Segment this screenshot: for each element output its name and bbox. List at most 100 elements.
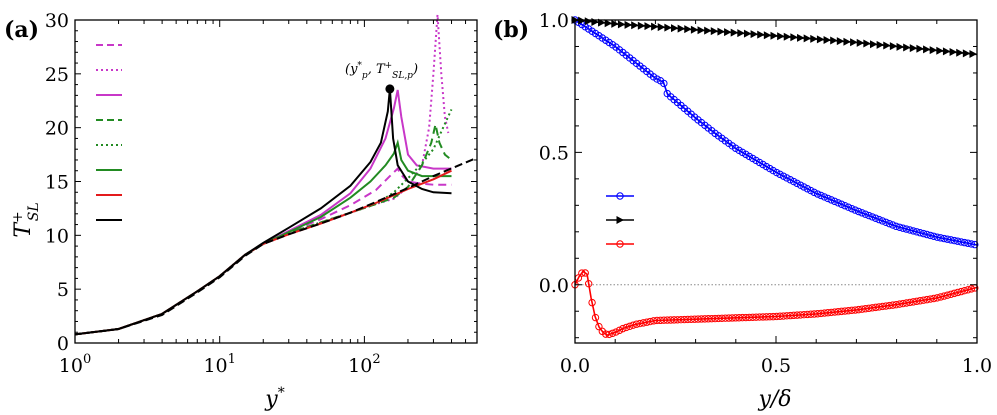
panel-b-series-2-marker — [926, 295, 935, 303]
panel-b-series-1-marker — [969, 50, 977, 59]
panel-b-series-2-marker — [919, 296, 928, 304]
panel-b-series-1-marker — [670, 24, 679, 33]
panel-b-series-2-marker — [913, 297, 921, 306]
panel-b-series-0-marker — [950, 236, 958, 245]
panel-b-series-1-marker — [790, 33, 798, 42]
panel-b-series-2-marker — [854, 305, 863, 314]
panel-b-series-2-marker — [646, 317, 654, 326]
panel-a-ytick-label: 20 — [45, 118, 69, 140]
panel-b-series-1-marker — [770, 31, 778, 40]
panel-a-peak-annotation: (y*p, T+SL,p) — [345, 61, 418, 81]
panel-b-series-1-marker — [664, 23, 672, 32]
panel-b-series-2-marker — [967, 285, 976, 293]
panel-b-series-2-marker — [954, 288, 962, 297]
panel-b-series-0-marker — [837, 200, 846, 208]
panel-a-ytick-label: 25 — [45, 64, 69, 86]
panel-b-series-1-marker — [584, 17, 593, 26]
panel-b-series-2-marker — [940, 292, 948, 300]
panel-b-series-1-marker — [684, 25, 692, 34]
panel-b-series-1-marker — [803, 34, 812, 43]
panel-b-series-2-marker — [629, 321, 637, 329]
panel-b-xtick-label: 1.0 — [962, 355, 992, 377]
panel-a-ytick-label: 15 — [45, 172, 69, 194]
panel-a-series-3 — [74, 124, 453, 336]
panel-b-series-1-marker — [830, 36, 838, 45]
panel-b-ytick-label: 0.5 — [539, 142, 569, 164]
panel-b-series-1-marker — [657, 23, 666, 32]
panel-b-series-0-marker — [943, 235, 952, 243]
panel-b-series-2-marker — [909, 298, 917, 306]
panel-a-xtick-exponent: 2 — [372, 352, 380, 367]
panel-b-xtick-label: 0.5 — [761, 355, 791, 377]
panel-b-series-2-marker — [588, 298, 596, 307]
panel-b-series-0-marker — [868, 213, 876, 221]
panel-b-series-0-marker — [844, 203, 853, 211]
panel-b-series-2-marker — [865, 304, 873, 312]
panel-a-tag: (a) — [4, 17, 39, 43]
panel-b-series-1-marker — [677, 24, 686, 33]
panel-b-plot: 0.0 0.5 1.0 0.0 0.5 1.0 — [539, 10, 992, 377]
panel-b-series-0-marker — [865, 211, 873, 220]
panel-b-series-1-marker — [651, 22, 659, 31]
panel-a-xtick-label: 102 — [348, 352, 380, 377]
panel-b-series-0-marker — [906, 226, 914, 234]
panel-a-xtick-exponent: 0 — [83, 352, 91, 367]
panel-a-series-1 — [74, 14, 450, 336]
panel-b-series-2-marker — [902, 299, 911, 307]
panel-b-series-0-marker — [926, 231, 935, 240]
panel-b-series-2-marker — [605, 330, 613, 339]
panel-b-series-0-marker — [947, 236, 955, 244]
panel-b-series-1-marker — [631, 21, 639, 30]
panel-b-series-2-marker — [861, 305, 870, 313]
panel-b-series-0-marker — [824, 194, 832, 203]
panel-b-series-0-marker — [940, 234, 948, 243]
panel-b-series-1-marker — [909, 44, 918, 53]
panel-b-legend-marker-0 — [616, 192, 624, 200]
panel-b-series-0-marker — [954, 237, 962, 245]
panel-b-series-0-marker — [964, 239, 972, 247]
panel-b-series-2 — [574, 270, 978, 336]
panel-b-series-1-marker — [717, 27, 725, 36]
panel-b-series-1-marker — [896, 42, 905, 51]
panel-a-ylabel: T+SL — [10, 202, 42, 237]
panel-b-series-0-marker — [957, 238, 965, 246]
panel-b-series-2-marker — [643, 318, 651, 326]
panel-b-series-0-marker — [827, 196, 835, 204]
panel-b-series-2-marker — [906, 298, 914, 307]
panel-b-series-2-marker — [964, 286, 972, 294]
panel-b-series-0-marker — [841, 202, 849, 210]
panel-b-series-2-marker — [936, 293, 945, 301]
panel-b-series-1-marker — [637, 21, 646, 30]
panel-b-series-0-marker — [820, 193, 829, 201]
panel-b-xlabel: y/δ — [757, 387, 791, 412]
panel-b-series-2-marker — [923, 295, 931, 304]
panel-b-series-1-marker — [823, 35, 832, 44]
panel-b-series-0-marker — [878, 217, 887, 225]
panel-b-series-0-marker — [889, 221, 897, 229]
panel-b-series-1-marker — [743, 29, 752, 38]
panel-b-series-1-marker — [710, 27, 719, 36]
panel-a-xtick-label: 101 — [203, 352, 235, 377]
panel-b-series-1-marker — [697, 26, 706, 35]
panel-b-series-1-marker — [850, 38, 858, 47]
panel-b-series-1-marker — [644, 22, 652, 31]
panel-b-series-0-marker — [854, 207, 863, 216]
panel-b-series-0-marker — [930, 232, 938, 241]
panel-b-series-1-marker — [591, 17, 599, 26]
panel-b-legend-marker-1 — [616, 216, 624, 224]
panel-b-series-2-marker — [602, 330, 610, 338]
panel-b-series-1-marker — [942, 47, 951, 56]
panel-b-series-2-marker — [943, 291, 952, 299]
panel-b-series-2-marker — [892, 300, 900, 309]
panel-b-series-1-marker — [936, 46, 944, 55]
panel-b-ytick-label: 0.0 — [539, 275, 569, 297]
panel-b-series-0-marker — [916, 229, 924, 237]
panel-b-series-2-marker — [875, 303, 883, 311]
panel-b-series-2-marker — [636, 319, 644, 328]
panel-b-series-2-marker — [933, 294, 941, 302]
panel-b-series-1-marker — [604, 19, 613, 28]
panel-b-series-1-marker — [730, 28, 739, 37]
panel-a-ytick-label: 30 — [45, 10, 69, 32]
panel-a-xtick-exponent: 1 — [228, 352, 236, 367]
panel-b-series-2-marker — [639, 319, 648, 327]
